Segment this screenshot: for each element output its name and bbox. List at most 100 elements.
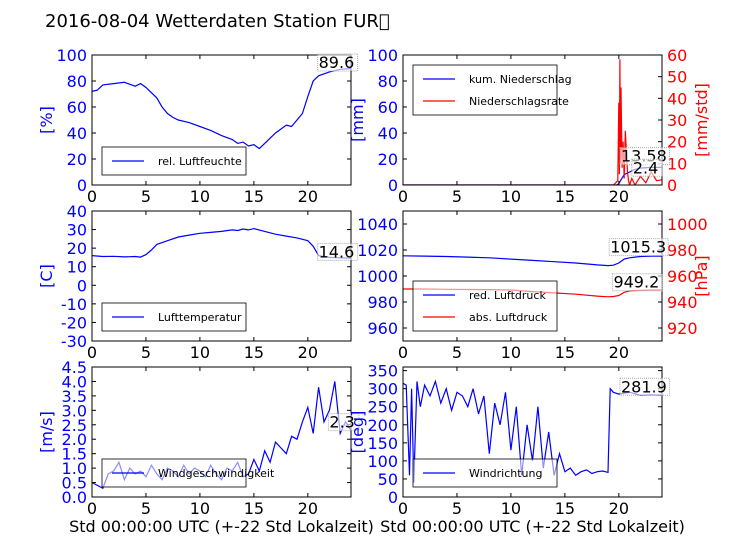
y-tick-label: 4.0 [62,372,87,391]
axes-frame [91,210,352,342]
y2-tick-label: 1000 [667,215,708,234]
y-tick-label: 1.0 [62,459,87,478]
x-tick-label: 5 [452,499,462,518]
x-tick-label: 20 [298,499,318,518]
legend: rel. Luftfeuchte [101,146,247,176]
x-tick-label: 10 [501,499,521,518]
annotation-label: 89.6 [319,53,355,72]
y-tick-label: 960 [367,319,398,338]
y2-tick-label: 60 [667,46,687,65]
axes-frame [402,366,663,498]
x-tick-label: 20 [298,343,318,362]
y-tick-label: 10 [67,258,87,277]
legend-label: red. Luftdruck [469,289,546,302]
y-tick-label: 150 [367,434,398,453]
annotation-label: 2.3 [329,413,354,432]
x-tick-label: 10 [501,343,521,362]
x-tick-label: 10 [190,343,210,362]
y-tick-label: 80 [67,72,87,91]
y-tick-label: -20 [61,313,87,332]
annotation-label: 2.4 [633,158,658,177]
x-tick-label: 5 [452,343,462,362]
x-tick-label: 15 [555,499,575,518]
y-tick-label: 30 [67,221,87,240]
x-tick-label: 0 [398,187,408,206]
x-tick-label: 10 [190,499,210,518]
y2-tick-label: 20 [667,133,687,152]
y-tick-label: 40 [67,202,87,221]
x-tick-label: 5 [141,343,151,362]
y2-tick-label: 30 [667,111,687,130]
y-tick-label: 0 [77,176,87,195]
legend-label: kum. Niederschlag [469,73,572,86]
y2-tick-label: 940 [667,293,698,312]
chart-temperature: 0 5 10 15 20-30-20-10010203040[C]14.6Lufttem… [37,202,359,362]
y-tick-label: 60 [378,98,398,117]
x-tick-label: 15 [555,343,575,362]
y-tick-label: 3.5 [62,387,87,406]
legend-frame [412,64,558,116]
x-tick-label: 5 [141,499,151,518]
x-tick-label: 20 [609,343,629,362]
y-axis-label: [mm] [348,98,367,142]
legend: Windrichtung [412,458,558,488]
chart-pressure: 0 5 10 15 2096098010001020104092094096098010… [357,210,711,362]
x-tick-label: 10 [190,187,210,206]
y-tick-label: 0 [388,488,398,507]
y-tick-label: 100 [56,46,87,65]
y-tick-label: 40 [67,124,87,143]
figure-title: 2016-08-04 Wetterdaten Station FUR  [45,11,390,32]
y-tick-label: 40 [378,124,398,143]
axes-frame [91,366,352,498]
x-tick-label: 15 [244,499,264,518]
y2-axis-label: [hPa] [692,255,711,296]
y2-tick-label: 980 [667,241,698,260]
x-tick-label: 0 [87,499,97,518]
x-axis-label: Std 00:00:00 UTC (+-22 Std Lokalzeit) [380,517,685,536]
x-tick-label: 15 [555,187,575,206]
y-tick-label: 0 [77,276,87,295]
x-tick-label: 0 [87,343,97,362]
y-tick-label: 0.0 [62,488,87,507]
x-tick-label: 15 [244,187,264,206]
x-axis-label: Std 00:00:00 UTC (+-22 Std Lokalzeit) [69,517,374,536]
y-axis-label: [%] [37,106,56,134]
x-tick-label: 5 [141,187,151,206]
y2-tick-label: 10 [667,154,687,173]
y-axis-label: [deg] [348,411,367,454]
y-tick-label: 20 [67,150,87,169]
y-tick-label: 2.5 [62,416,87,435]
x-tick-label: 0 [398,499,408,518]
x-tick-label: 20 [609,187,629,206]
series-line-Lufttemperatur [92,227,351,259]
y-tick-label: 2.0 [62,430,87,449]
y2-tick-label: 0 [667,176,677,195]
y2-tick-label: 50 [667,68,687,87]
y-tick-label: 100 [367,46,398,65]
series-line-red. Luftdruck [403,255,662,267]
y-tick-label: 80 [378,72,398,91]
x-tick-label: 0 [87,187,97,206]
x-tick-label: 15 [244,343,264,362]
legend: Windgeschwindigkeit [101,458,275,488]
legend-label: rel. Luftfeuchte [158,155,242,168]
x-tick-label: 20 [298,187,318,206]
y-tick-label: 60 [67,98,87,117]
legend: kum. Niederschlag Niederschlagsrate [412,64,572,116]
legend-label: Windrichtung [469,467,542,480]
annotation-box [631,158,663,177]
legend-label: Lufttemperatur [158,311,242,324]
y-tick-label: 250 [367,398,398,417]
annotation-label: 949.2 [613,273,659,292]
x-tick-label: 10 [501,187,521,206]
annotation-label: 14.6 [319,242,355,261]
annotation-box [317,242,359,261]
y-tick-label: 1020 [357,241,398,260]
y-tick-label: 200 [367,416,398,435]
y-tick-label: 20 [67,239,87,258]
series-group [92,67,351,150]
y-tick-label: 0 [388,176,398,195]
